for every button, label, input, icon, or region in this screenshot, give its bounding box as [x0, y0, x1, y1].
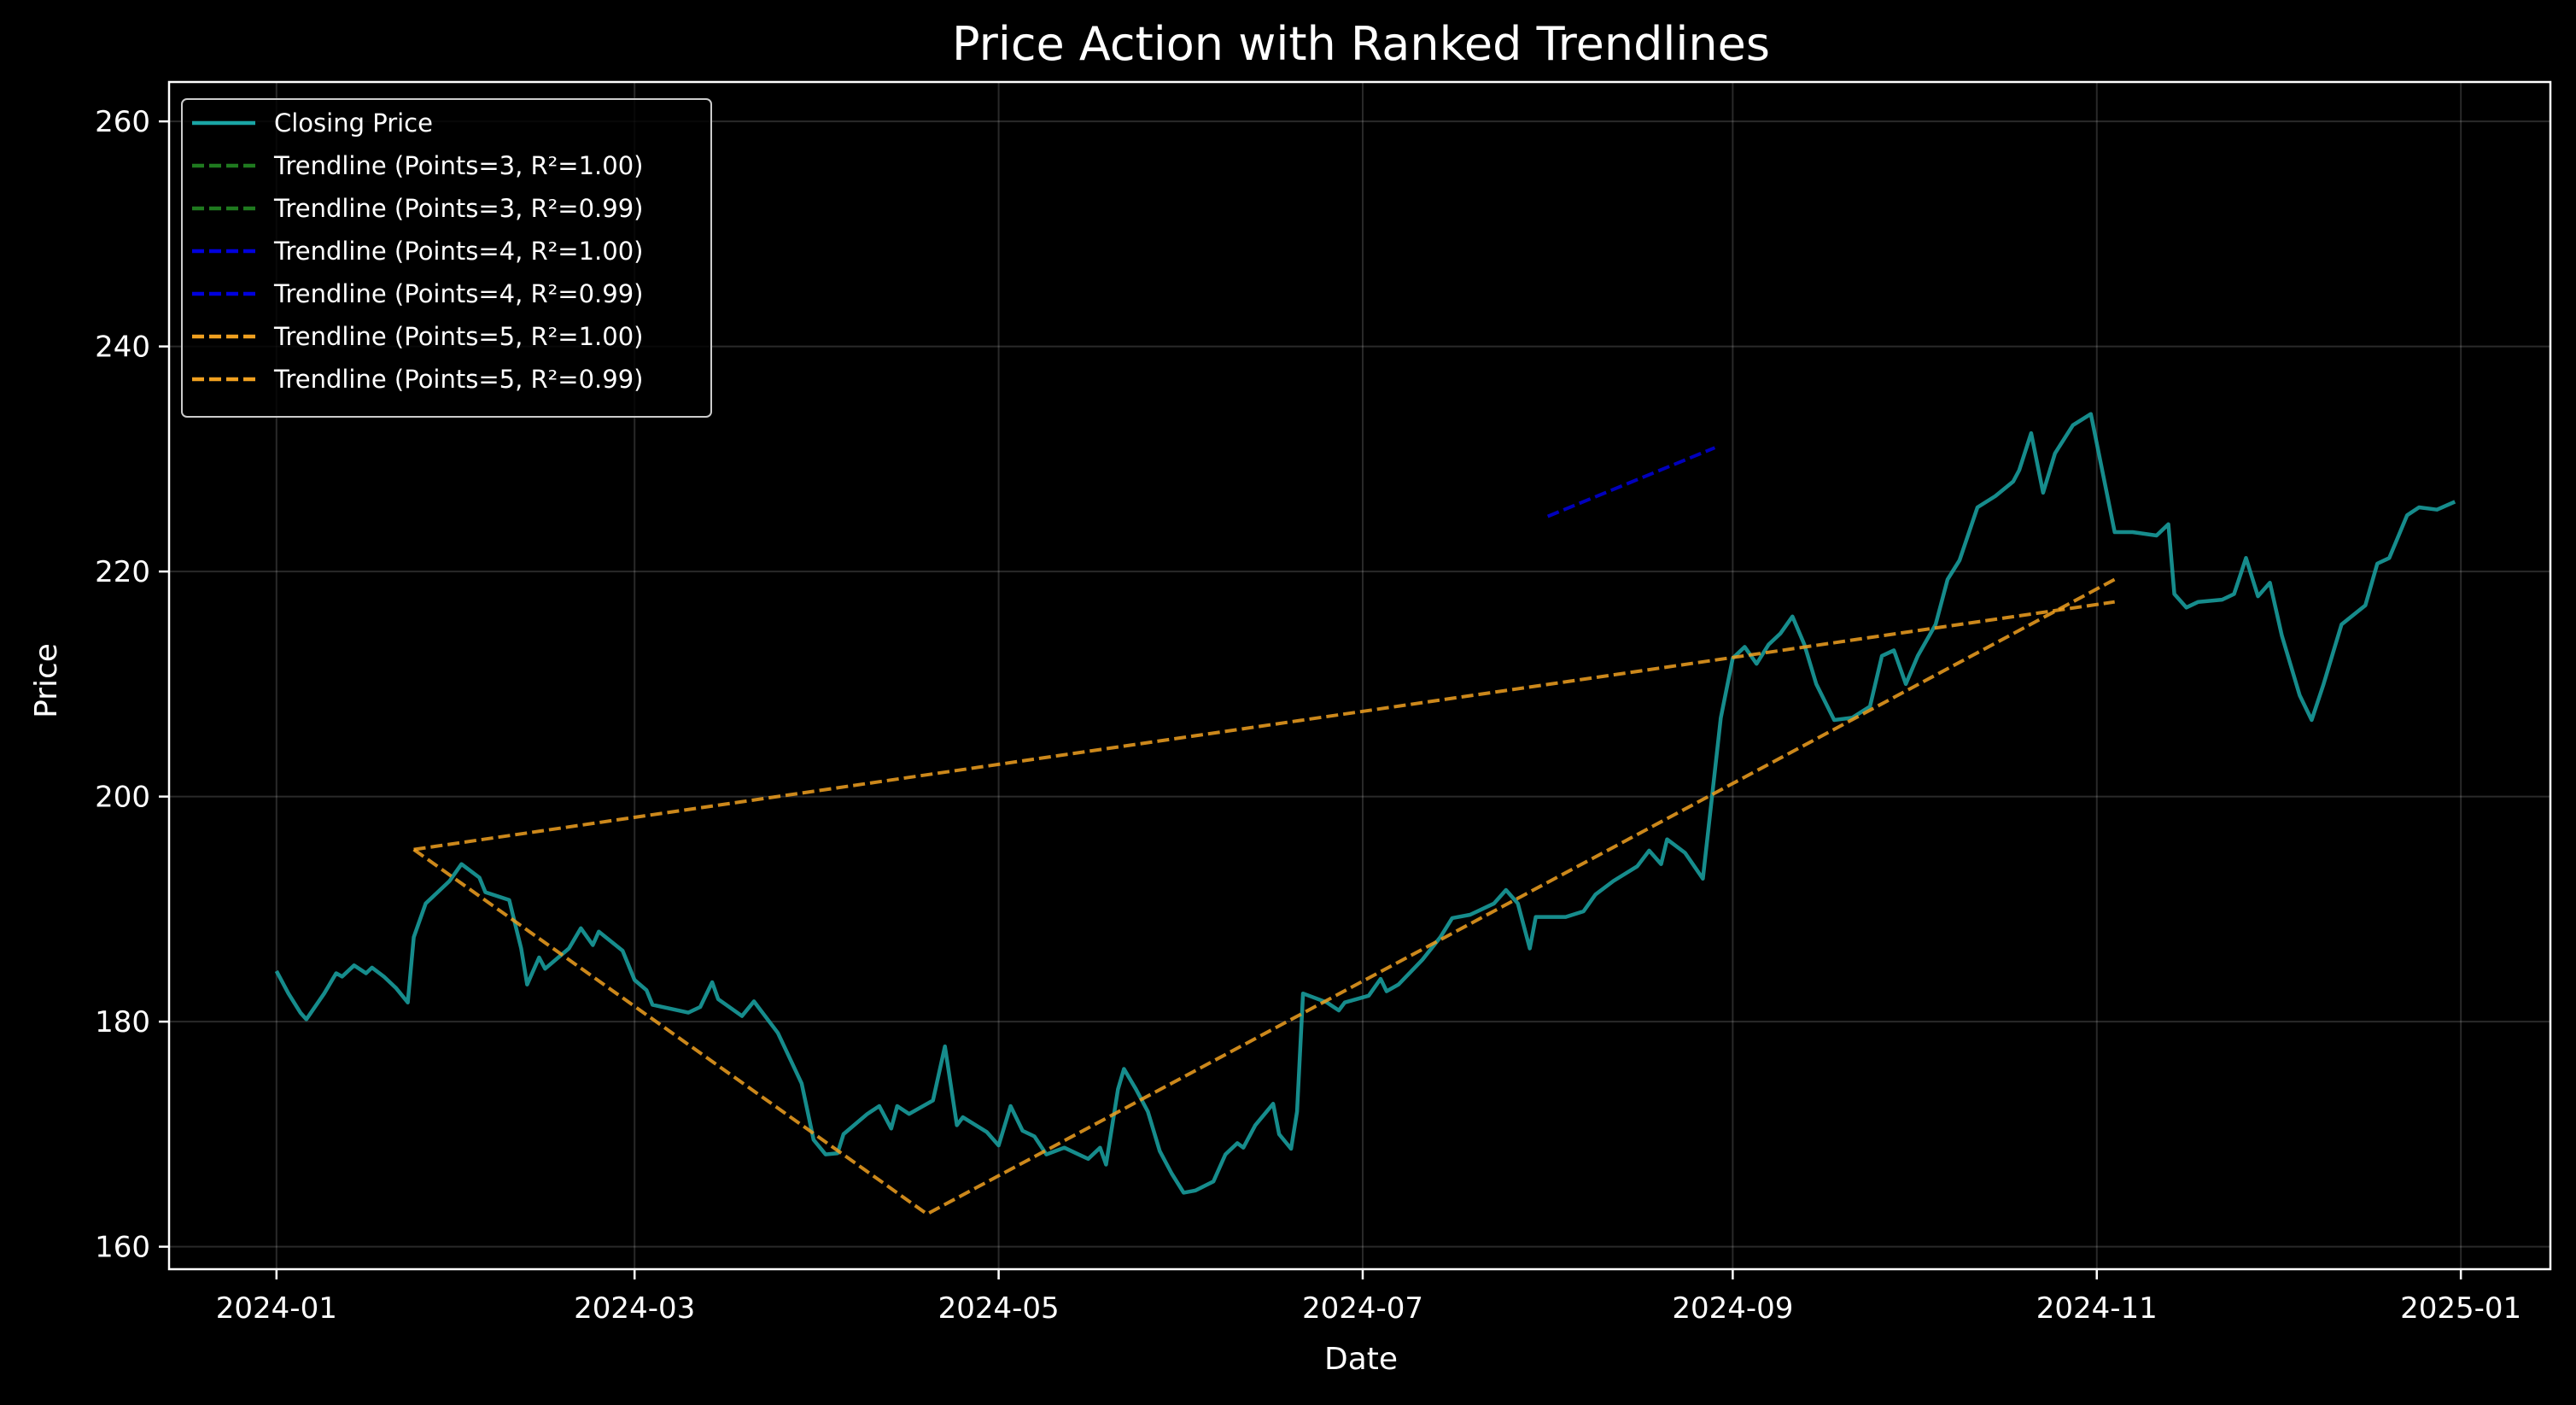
legend-box — [181, 98, 712, 418]
trendline-series-6 — [413, 600, 2115, 852]
x-tick-label: 2024-01 — [216, 1291, 337, 1326]
legend-label: Trendline (Points=5, R²=1.00) — [273, 322, 644, 351]
legend: Closing Price Trendline (Points=3, R²=1.0… — [181, 98, 712, 418]
legend-label: Trendline (Points=4, R²=0.99) — [273, 279, 644, 308]
x-tick-label: 2024-07 — [1302, 1291, 1423, 1326]
y-tick-label: 160 — [95, 1231, 150, 1265]
legend-label: Trendline (Points=3, R²=1.00) — [273, 151, 644, 180]
x-axis-title: Date — [1324, 1342, 1398, 1377]
plot-area: 2024-01 2024-03 2024-05 2024-07 2024-09 2024-… — [95, 80, 2552, 1326]
x-tick-label: 2025-01 — [2400, 1291, 2521, 1326]
trendline-series-5 — [412, 577, 2116, 1216]
y-axis-title: Price — [29, 643, 64, 718]
x-tick-label: 2024-03 — [574, 1291, 695, 1326]
x-tick-label: 2024-09 — [1672, 1291, 1793, 1326]
closing-price-line — [274, 412, 2456, 1195]
legend-label: Closing Price — [274, 108, 433, 138]
legend-label: Trendline (Points=3, R²=0.99) — [273, 194, 644, 223]
x-tick-label: 2024-05 — [938, 1291, 1060, 1326]
legend-label: Trendline (Points=5, R²=0.99) — [273, 365, 644, 394]
legend-label: Trendline (Points=4, R²=1.00) — [273, 237, 644, 266]
x-tick-label: 2024-11 — [2036, 1291, 2158, 1326]
chart-title: Price Action with Ranked Trendlines — [952, 17, 1770, 71]
y-tick-label: 260 — [95, 105, 150, 139]
trendline-series-3 — [1546, 446, 1716, 518]
y-tick-label: 200 — [95, 781, 150, 815]
plot-frame — [167, 80, 2552, 1271]
y-tick-label: 240 — [95, 331, 150, 365]
y-tick-label: 220 — [95, 555, 150, 589]
y-tick-label: 180 — [95, 1005, 150, 1039]
